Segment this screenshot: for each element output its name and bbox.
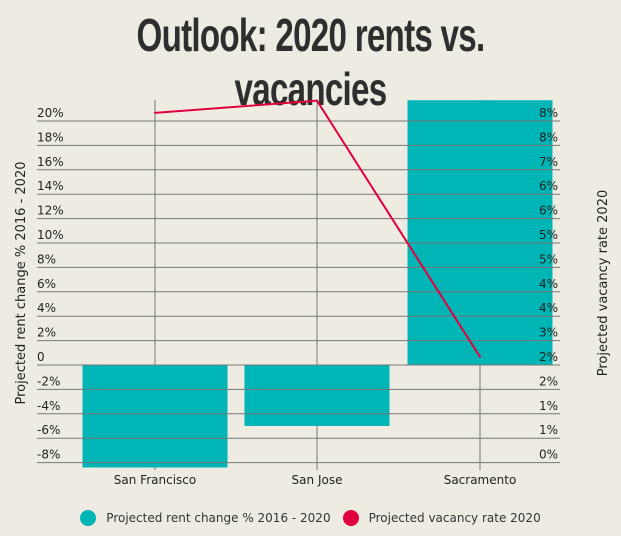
y2-tick-label: 6% — [539, 179, 558, 193]
y-tick-label: 20% — [37, 106, 64, 120]
bar-2 — [407, 100, 553, 365]
y2-tick-label: 1% — [539, 423, 558, 437]
y-tick-label: -4% — [37, 399, 60, 413]
y2-tick-label: 4% — [539, 277, 558, 291]
vacancy-point-0 — [154, 111, 156, 114]
y-axis-label: Projected rent change % 2016 - 2020 — [14, 162, 29, 405]
y2-tick-label: 6% — [539, 204, 558, 218]
legend: Projected rent change % 2016 - 2020 Proj… — [0, 510, 621, 526]
y2-tick-label: 5% — [539, 252, 558, 266]
y-tick-label: -2% — [37, 374, 60, 388]
y-tick-label: -6% — [37, 423, 60, 437]
y-tick-label: 8% — [37, 252, 56, 266]
y-tick-label: 10% — [37, 228, 64, 242]
vacancy-point-1 — [316, 99, 318, 102]
legend-label-vacancy: Projected vacancy rate 2020 — [368, 511, 541, 525]
bar-0 — [82, 365, 228, 468]
y2-tick-label: 3% — [539, 326, 558, 340]
y2-tick-label: 8% — [539, 106, 558, 120]
vacancy-point-2 — [479, 355, 481, 358]
y2-tick-label: 2% — [539, 350, 558, 364]
y-tick-label: 14% — [37, 179, 64, 193]
y-tick-label: 12% — [37, 204, 64, 218]
y2-tick-label: 1% — [539, 399, 558, 413]
y-tick-label: 16% — [37, 155, 64, 169]
y-tick-label: 2% — [37, 326, 56, 340]
chart-title: Outlook: 2020 rents vs. vacancies — [136, 9, 486, 115]
y2-tick-label: 2% — [539, 374, 558, 388]
x-tick-label: San Francisco — [114, 473, 196, 487]
y2-tick-label: 4% — [539, 301, 558, 315]
y2-tick-label: 8% — [539, 130, 558, 144]
legend-item-rent: Projected rent change % 2016 - 2020 — [80, 510, 331, 526]
legend-item-vacancy: Projected vacancy rate 2020 — [342, 510, 541, 526]
x-tick-label: Sacramento — [444, 473, 517, 487]
y2-tick-label: 5% — [539, 228, 558, 242]
y-tick-label: -8% — [37, 448, 60, 462]
legend-label-rent: Projected rent change % 2016 - 2020 — [106, 511, 331, 525]
y-tick-label: 4% — [37, 301, 56, 315]
x-tick-label: San Jose — [292, 473, 343, 487]
legend-swatch-rent — [80, 510, 97, 526]
y2-tick-label: 0% — [539, 448, 558, 462]
y2-axis-label: Projected vacancy rate 2020 — [596, 190, 611, 376]
y-tick-label: 6% — [37, 277, 56, 291]
legend-swatch-vacancy — [342, 510, 359, 526]
y2-tick-label: 7% — [539, 155, 558, 169]
y-tick-label: 18% — [37, 130, 64, 144]
bar-1 — [244, 365, 390, 426]
y-tick-label: 0 — [37, 350, 45, 364]
